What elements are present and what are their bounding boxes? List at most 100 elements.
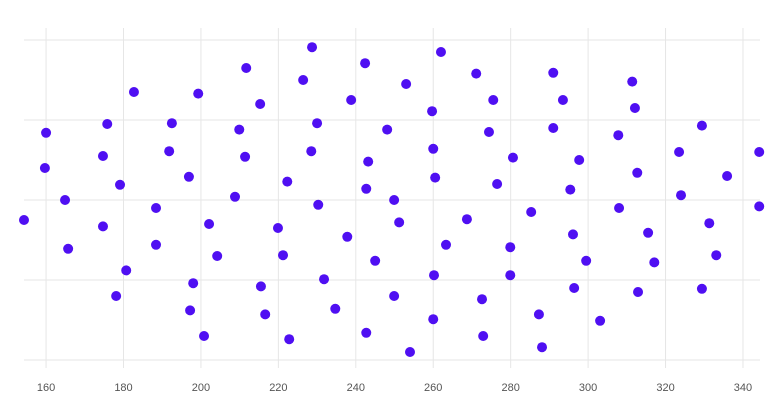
point <box>298 75 309 85</box>
point <box>478 331 489 341</box>
point <box>754 147 765 157</box>
x-tick-label: 240 <box>347 382 365 394</box>
x-tick-label: 180 <box>114 382 132 394</box>
point <box>435 47 446 57</box>
point <box>370 255 381 266</box>
point <box>526 207 537 217</box>
point <box>234 124 245 135</box>
point <box>361 327 372 338</box>
point <box>193 88 204 99</box>
point <box>632 167 643 178</box>
point <box>461 214 472 225</box>
point <box>427 106 438 117</box>
point <box>548 123 559 133</box>
point <box>722 171 733 181</box>
point <box>676 190 687 201</box>
point <box>97 221 108 232</box>
point <box>313 199 324 210</box>
x-tick-label: 260 <box>424 382 442 394</box>
point <box>97 151 108 161</box>
point <box>696 283 707 294</box>
point <box>121 265 132 276</box>
point <box>240 151 251 162</box>
point <box>629 103 640 113</box>
point <box>330 303 341 314</box>
point <box>360 58 371 69</box>
point <box>230 191 241 202</box>
point <box>102 119 113 129</box>
point <box>505 270 516 281</box>
point <box>488 95 499 105</box>
x-tick-label: 280 <box>501 382 519 394</box>
point <box>430 172 441 183</box>
point <box>346 95 357 105</box>
point <box>401 79 412 89</box>
point <box>212 251 223 261</box>
x-tick-label: 320 <box>656 382 674 394</box>
point <box>627 76 638 87</box>
x-tick-label: 160 <box>37 382 55 394</box>
point <box>188 278 199 289</box>
point <box>533 309 544 320</box>
point <box>394 217 405 228</box>
point <box>537 342 548 353</box>
point <box>548 67 559 78</box>
x-tick-label: 200 <box>192 382 210 394</box>
point <box>19 215 29 225</box>
point <box>151 203 162 213</box>
point <box>565 184 576 195</box>
point <box>361 183 372 194</box>
point <box>278 250 289 261</box>
point <box>111 291 122 301</box>
point <box>614 203 625 213</box>
point <box>382 124 393 135</box>
point <box>649 257 660 268</box>
point <box>183 171 194 182</box>
point <box>754 201 765 212</box>
point <box>342 231 353 242</box>
point <box>255 281 266 292</box>
point <box>483 127 494 137</box>
point <box>492 179 503 189</box>
point <box>574 155 585 165</box>
point <box>405 347 416 357</box>
point <box>428 143 439 154</box>
point <box>471 68 482 79</box>
point <box>595 315 606 326</box>
x-tick-label: 340 <box>734 382 752 394</box>
point <box>115 179 126 190</box>
point <box>507 152 518 163</box>
point <box>569 283 580 293</box>
point <box>581 255 592 266</box>
point <box>255 99 266 109</box>
point <box>557 95 568 105</box>
point <box>567 229 578 240</box>
point <box>164 146 175 157</box>
point <box>306 146 317 157</box>
point <box>389 291 400 301</box>
point <box>505 242 516 253</box>
point <box>643 227 654 238</box>
point <box>441 239 452 250</box>
point <box>60 195 71 205</box>
x-tick-label: 300 <box>579 382 597 394</box>
point <box>613 130 624 141</box>
point <box>696 120 707 131</box>
point <box>389 195 400 205</box>
point <box>128 87 139 97</box>
point <box>166 118 177 129</box>
point <box>282 176 293 187</box>
point <box>39 163 50 173</box>
point <box>428 314 439 325</box>
point <box>185 305 196 316</box>
point <box>477 294 488 305</box>
point <box>284 334 295 345</box>
point <box>633 287 644 297</box>
x-tick-label: 220 <box>269 382 287 394</box>
point <box>63 243 74 254</box>
point <box>307 42 318 53</box>
point <box>429 270 440 281</box>
point <box>260 309 271 320</box>
point <box>363 156 374 167</box>
